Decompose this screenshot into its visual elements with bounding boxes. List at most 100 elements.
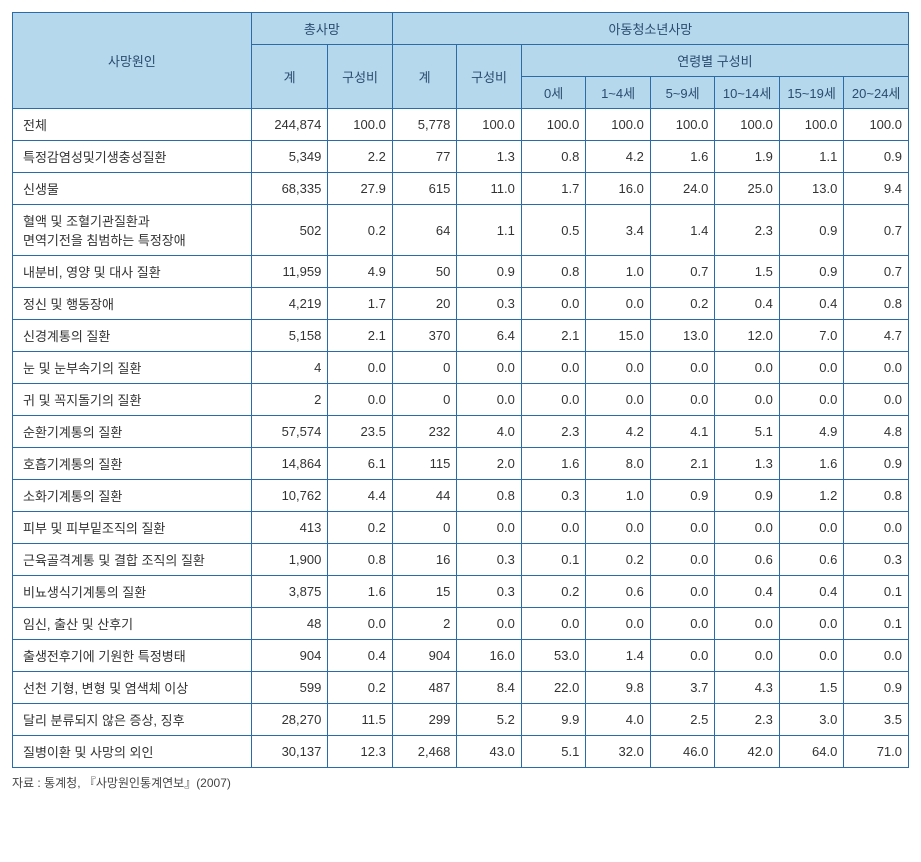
value-cell: 43.0 xyxy=(457,736,522,768)
value-cell: 44 xyxy=(392,480,457,512)
value-cell: 28,270 xyxy=(251,704,327,736)
value-cell: 370 xyxy=(392,320,457,352)
table-row: 정신 및 행동장애4,2191.7200.30.00.00.20.40.40.8 xyxy=(13,288,909,320)
header-total-count: 계 xyxy=(251,45,327,109)
value-cell: 3.0 xyxy=(779,704,844,736)
header-child-count: 계 xyxy=(392,45,457,109)
value-cell: 16 xyxy=(392,544,457,576)
value-cell: 0.7 xyxy=(844,256,909,288)
cause-label: 달리 분류되지 않은 증상, 징후 xyxy=(13,704,252,736)
value-cell: 413 xyxy=(251,512,327,544)
value-cell: 0.9 xyxy=(844,448,909,480)
value-cell: 0.1 xyxy=(844,576,909,608)
value-cell: 0.3 xyxy=(844,544,909,576)
value-cell: 1.9 xyxy=(715,141,780,173)
header-total-death: 총사망 xyxy=(251,13,392,45)
value-cell: 0.0 xyxy=(650,608,715,640)
value-cell: 0.4 xyxy=(779,576,844,608)
value-cell: 100.0 xyxy=(650,109,715,141)
value-cell: 0.0 xyxy=(844,352,909,384)
value-cell: 0.0 xyxy=(779,352,844,384)
value-cell: 4.3 xyxy=(715,672,780,704)
cause-label: 신경계통의 질환 xyxy=(13,320,252,352)
table-row: 달리 분류되지 않은 증상, 징후28,27011.52995.29.94.02… xyxy=(13,704,909,736)
value-cell: 4.8 xyxy=(844,416,909,448)
value-cell: 32.0 xyxy=(586,736,651,768)
value-cell: 0.8 xyxy=(521,141,586,173)
value-cell: 0.2 xyxy=(328,672,393,704)
value-cell: 7.0 xyxy=(779,320,844,352)
value-cell: 1.4 xyxy=(650,205,715,256)
value-cell: 30,137 xyxy=(251,736,327,768)
table-row: 선천 기형, 변형 및 염색체 이상5990.24878.422.09.83.7… xyxy=(13,672,909,704)
value-cell: 15 xyxy=(392,576,457,608)
value-cell: 100.0 xyxy=(457,109,522,141)
table-body: 전체244,874100.05,778100.0100.0100.0100.01… xyxy=(13,109,909,768)
value-cell: 3,875 xyxy=(251,576,327,608)
value-cell: 0.0 xyxy=(779,512,844,544)
value-cell: 0.7 xyxy=(844,205,909,256)
value-cell: 0.0 xyxy=(457,512,522,544)
value-cell: 0.2 xyxy=(328,205,393,256)
value-cell: 5.1 xyxy=(521,736,586,768)
value-cell: 3.5 xyxy=(844,704,909,736)
value-cell: 0.0 xyxy=(457,384,522,416)
value-cell: 53.0 xyxy=(521,640,586,672)
value-cell: 20 xyxy=(392,288,457,320)
value-cell: 4.7 xyxy=(844,320,909,352)
header-age15-19: 15~19세 xyxy=(779,77,844,109)
value-cell: 1.6 xyxy=(328,576,393,608)
value-cell: 1.7 xyxy=(521,173,586,205)
value-cell: 2 xyxy=(251,384,327,416)
value-cell: 71.0 xyxy=(844,736,909,768)
value-cell: 64 xyxy=(392,205,457,256)
value-cell: 4.4 xyxy=(328,480,393,512)
value-cell: 0.9 xyxy=(844,672,909,704)
value-cell: 0.0 xyxy=(650,384,715,416)
mortality-table: 사망원인 총사망 아동청소년사망 계 구성비 계 구성비 연령별 구성비 0세 … xyxy=(12,12,909,768)
value-cell: 8.0 xyxy=(586,448,651,480)
value-cell: 1.3 xyxy=(457,141,522,173)
cause-label: 신생물 xyxy=(13,173,252,205)
value-cell: 1,900 xyxy=(251,544,327,576)
table-row: 내분비, 영양 및 대사 질환11,9594.9500.90.81.00.71.… xyxy=(13,256,909,288)
value-cell: 2.1 xyxy=(650,448,715,480)
value-cell: 0.2 xyxy=(521,576,586,608)
value-cell: 0.0 xyxy=(328,384,393,416)
value-cell: 0.1 xyxy=(844,608,909,640)
table-row: 신생물68,33527.961511.01.716.024.025.013.09… xyxy=(13,173,909,205)
value-cell: 0.0 xyxy=(328,608,393,640)
cause-label: 내분비, 영양 및 대사 질환 xyxy=(13,256,252,288)
value-cell: 0.6 xyxy=(779,544,844,576)
table-row: 눈 및 눈부속기의 질환40.000.00.00.00.00.00.00.0 xyxy=(13,352,909,384)
value-cell: 0.8 xyxy=(844,288,909,320)
cause-label: 혈액 및 조혈기관질환과면역기전을 침범하는 특정장애 xyxy=(13,205,252,256)
value-cell: 5,778 xyxy=(392,109,457,141)
value-cell: 904 xyxy=(251,640,327,672)
value-cell: 100.0 xyxy=(328,109,393,141)
value-cell: 0.0 xyxy=(650,352,715,384)
value-cell: 9.4 xyxy=(844,173,909,205)
value-cell: 11.5 xyxy=(328,704,393,736)
cause-label: 특정감염성및기생충성질환 xyxy=(13,141,252,173)
value-cell: 2,468 xyxy=(392,736,457,768)
value-cell: 100.0 xyxy=(779,109,844,141)
value-cell: 502 xyxy=(251,205,327,256)
cause-label: 호흡기계통의 질환 xyxy=(13,448,252,480)
value-cell: 1.6 xyxy=(521,448,586,480)
value-cell: 64.0 xyxy=(779,736,844,768)
value-cell: 0.0 xyxy=(779,384,844,416)
value-cell: 3.4 xyxy=(586,205,651,256)
value-cell: 0.0 xyxy=(586,288,651,320)
value-cell: 1.6 xyxy=(779,448,844,480)
value-cell: 487 xyxy=(392,672,457,704)
value-cell: 0.9 xyxy=(650,480,715,512)
value-cell: 0.9 xyxy=(779,256,844,288)
value-cell: 11,959 xyxy=(251,256,327,288)
header-child-ratio: 구성비 xyxy=(457,45,522,109)
table-row: 피부 및 피부밑조직의 질환4130.200.00.00.00.00.00.00… xyxy=(13,512,909,544)
value-cell: 0.4 xyxy=(715,288,780,320)
value-cell: 0.0 xyxy=(844,384,909,416)
table-row: 신경계통의 질환5,1582.13706.42.115.013.012.07.0… xyxy=(13,320,909,352)
value-cell: 100.0 xyxy=(844,109,909,141)
